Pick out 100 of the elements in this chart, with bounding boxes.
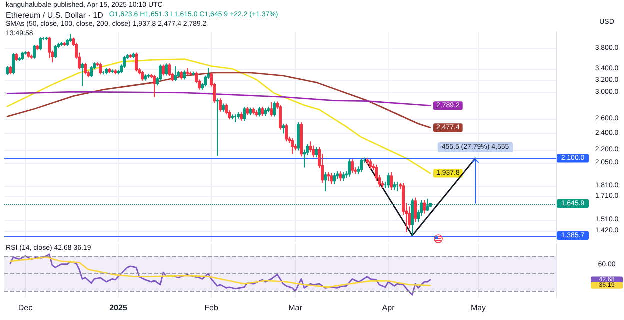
candlestick xyxy=(282,123,285,134)
candlestick xyxy=(186,67,189,76)
x-tick-label: Apr xyxy=(382,304,396,312)
x-tick-label: May xyxy=(470,304,486,312)
candlestick xyxy=(333,172,336,185)
candlestick xyxy=(285,123,288,142)
candlestick xyxy=(216,98,219,156)
candlestick xyxy=(153,74,156,98)
candlestick xyxy=(141,70,144,82)
candlestick xyxy=(177,70,180,78)
candlestick xyxy=(240,112,243,122)
candlestick xyxy=(189,71,192,76)
candlestick xyxy=(252,107,255,116)
candlestick xyxy=(192,71,195,76)
candlestick xyxy=(30,54,33,60)
candlestick xyxy=(351,158,354,174)
candlestick xyxy=(99,62,102,76)
candlestick xyxy=(267,106,270,114)
candlestick xyxy=(135,52,138,72)
candlestick xyxy=(312,145,315,158)
candlestick xyxy=(174,66,177,82)
candlestick xyxy=(234,114,237,123)
candlestick xyxy=(243,106,246,122)
candlestick xyxy=(393,182,396,191)
candlestick xyxy=(264,108,267,117)
candlestick xyxy=(219,98,222,112)
candlestick xyxy=(54,44,57,59)
x-tick-label: 2025 xyxy=(110,304,128,312)
line-series xyxy=(6,58,432,174)
candlestick xyxy=(342,172,345,182)
candlestick xyxy=(255,110,258,118)
candlestick xyxy=(336,170,339,180)
candlestick xyxy=(270,102,273,118)
candlestick xyxy=(324,172,327,192)
line-series xyxy=(6,72,432,129)
candlestick xyxy=(6,66,9,76)
candlestick xyxy=(315,146,318,158)
candlestick xyxy=(258,106,261,118)
candlestick xyxy=(414,197,417,223)
candlestick xyxy=(81,62,84,87)
candlestick xyxy=(39,36,42,51)
candlestick xyxy=(348,158,351,178)
candlestick xyxy=(297,122,300,152)
candlestick xyxy=(261,106,264,117)
candlestick xyxy=(147,74,150,78)
candlestick xyxy=(231,114,234,120)
candlestick xyxy=(273,101,276,118)
candlestick xyxy=(360,158,363,173)
candlestick xyxy=(144,74,147,82)
candlestick xyxy=(369,158,372,170)
line-series xyxy=(6,91,432,107)
line-series xyxy=(10,256,432,288)
candlestick xyxy=(183,70,186,80)
candlestick xyxy=(12,52,15,76)
x-tick-label: Dec xyxy=(18,304,33,312)
candlestick xyxy=(114,69,117,76)
candlestick xyxy=(237,112,240,120)
candlestick xyxy=(300,122,303,158)
candlestick xyxy=(84,62,87,76)
candlestick xyxy=(48,36,51,59)
candlestick xyxy=(15,52,18,62)
candlestick xyxy=(408,206,411,230)
candlestick xyxy=(339,170,342,182)
candlestick xyxy=(291,138,294,155)
candlestick xyxy=(132,52,135,59)
candlestick xyxy=(9,66,12,76)
candlestick xyxy=(246,106,249,116)
candlestick xyxy=(129,54,132,59)
candlestick xyxy=(111,69,114,74)
x-tick-label: Feb xyxy=(204,304,219,312)
candlestick xyxy=(33,44,36,60)
candlestick xyxy=(45,36,48,41)
candlestick xyxy=(36,44,39,51)
line-series xyxy=(10,254,432,296)
candlestick xyxy=(423,199,426,214)
candlestick xyxy=(159,64,162,82)
candlestick xyxy=(330,172,333,185)
candlestick xyxy=(279,104,282,130)
candlestick xyxy=(165,63,168,76)
chart-title: Ethereum / U.S. Dollar · 1D xyxy=(6,11,104,20)
candlestick xyxy=(390,172,393,191)
candlestick xyxy=(21,51,24,61)
candlestick xyxy=(27,50,30,58)
candlestick xyxy=(249,107,252,116)
candlestick xyxy=(69,34,72,43)
x-tick-label: Mar xyxy=(288,304,303,312)
candlestick xyxy=(396,182,399,192)
candlestick xyxy=(63,42,66,46)
candlestick xyxy=(327,172,330,182)
candlestick xyxy=(180,70,183,80)
candlestick xyxy=(222,103,225,112)
candlestick xyxy=(387,172,390,189)
candlestick xyxy=(66,38,69,46)
candlestick xyxy=(225,103,228,116)
candlestick xyxy=(60,42,63,46)
candlestick xyxy=(108,67,111,74)
candlestick xyxy=(162,64,165,76)
candlestick xyxy=(366,158,369,166)
candlestick xyxy=(90,66,93,78)
candlestick xyxy=(105,67,108,76)
